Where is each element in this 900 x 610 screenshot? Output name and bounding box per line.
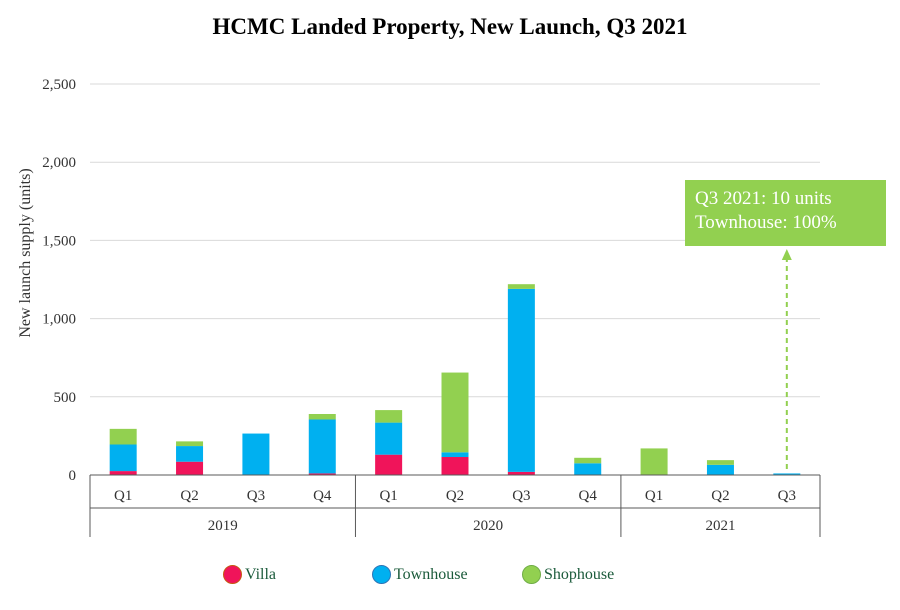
bar-shophouse	[176, 441, 204, 447]
x-tick-label: Q3	[778, 488, 796, 504]
y-tick-label: 500	[54, 390, 77, 406]
bar-shophouse	[507, 284, 535, 289]
bar-shophouse	[640, 448, 668, 475]
y-tick-label: 0	[69, 468, 77, 484]
x-tick-label: Q4	[313, 488, 332, 504]
y-tick-label: 1,500	[42, 233, 76, 249]
y-tick-label: 2,000	[42, 155, 76, 171]
annotation-callout: Q3 2021: 10 units Townhouse: 100%	[685, 180, 886, 246]
annotation-line-1: Q3 2021: 10 units	[695, 188, 832, 209]
villa-legend-marker	[223, 565, 242, 584]
shophouse-legend-marker	[522, 565, 541, 584]
annotation-line-2: Townhouse: 100%	[695, 212, 837, 233]
bar-townhouse	[507, 288, 535, 472]
bar-villa	[441, 457, 469, 475]
legend-label-townhouse: Townhouse	[394, 565, 468, 583]
bar-shophouse	[574, 457, 602, 464]
x-tick-label: Q3	[247, 488, 265, 504]
bar-villa	[308, 473, 336, 475]
bar-shophouse	[109, 428, 137, 445]
y-tick-label: 1,000	[42, 312, 76, 328]
bar-shophouse	[441, 372, 469, 453]
x-group-label: 2020	[473, 518, 503, 534]
x-group-label: 2021	[705, 518, 735, 534]
x-tick-label: Q1	[379, 488, 397, 504]
townhouse-legend-marker	[372, 565, 391, 584]
bar-townhouse	[109, 444, 137, 472]
x-tick-label: Q3	[512, 488, 530, 504]
chart-title: HCMC Landed Property, New Launch, Q3 202…	[212, 14, 688, 39]
legend-label-shophouse: Shophouse	[544, 565, 615, 583]
y-axis-label: New launch supply (units)	[17, 168, 34, 337]
x-tick-label: Q2	[711, 488, 729, 504]
x-tick-label: Q4	[579, 488, 598, 504]
bar-villa	[507, 471, 535, 475]
bar-townhouse	[706, 464, 734, 475]
legend-item-villa: Villa	[223, 565, 276, 584]
x-tick-label: Q2	[180, 488, 198, 504]
x-group-label: 2019	[208, 518, 238, 534]
legend-label-villa: Villa	[245, 565, 277, 583]
bar-shophouse	[375, 410, 403, 423]
annotation-arrow-head	[781, 249, 792, 260]
bar-shophouse	[706, 460, 734, 465]
bar-villa	[375, 454, 403, 475]
x-tick-label: Q1	[645, 488, 663, 504]
bar-townhouse	[773, 473, 801, 475]
bar-townhouse	[375, 422, 403, 455]
x-tick-label: Q1	[114, 488, 132, 504]
bar-townhouse	[308, 419, 336, 474]
x-tick-label: Q2	[446, 488, 464, 504]
bar-townhouse	[242, 433, 270, 475]
bar-townhouse	[176, 446, 204, 462]
bar-villa	[109, 471, 137, 475]
legend-item-shophouse: Shophouse	[522, 565, 614, 584]
bar-villa	[176, 461, 204, 475]
legend-item-townhouse: Townhouse	[372, 565, 468, 584]
bar-townhouse	[574, 463, 602, 475]
bar-townhouse	[441, 452, 469, 458]
bar-shophouse	[308, 414, 336, 420]
y-tick-label: 2,500	[42, 77, 76, 93]
